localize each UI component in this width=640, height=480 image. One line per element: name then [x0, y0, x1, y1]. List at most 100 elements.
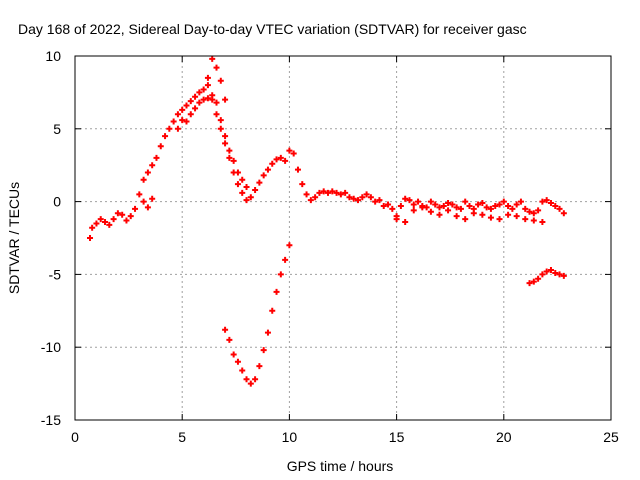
data-point: [222, 96, 229, 103]
y-tick-label: 10: [45, 48, 61, 64]
data-point: [355, 197, 362, 204]
x-tick-label: 20: [496, 429, 512, 445]
data-point: [269, 307, 276, 314]
data-point: [200, 96, 207, 103]
data-point: [119, 211, 126, 218]
data-point: [277, 271, 284, 278]
data-point: [286, 242, 293, 249]
data-point: [427, 208, 434, 215]
series-arc-late: [526, 267, 567, 287]
data-point: [505, 202, 512, 209]
data-point: [470, 210, 477, 217]
data-point: [213, 111, 220, 118]
data-point: [87, 235, 94, 241]
data-point: [209, 96, 216, 103]
data-point: [346, 194, 353, 201]
data-point: [149, 162, 156, 169]
x-tick-label: 25: [603, 429, 619, 445]
y-axis-label: SDTVAR / TECUs: [6, 182, 22, 294]
data-point: [243, 184, 250, 191]
data-point: [174, 125, 181, 132]
data-point: [432, 201, 439, 208]
data-point: [406, 197, 413, 204]
data-point: [234, 181, 241, 188]
data-point: [479, 200, 486, 207]
data-point: [110, 216, 117, 223]
data-point: [192, 93, 199, 100]
data-point: [252, 186, 259, 193]
data-point: [487, 205, 494, 212]
data-point: [204, 82, 211, 89]
data-point: [513, 213, 520, 220]
data-point: [324, 189, 331, 196]
y-tick-label: -10: [41, 339, 61, 355]
data-point: [213, 64, 220, 71]
data-point: [427, 198, 434, 205]
data-point: [170, 118, 177, 125]
data-point: [363, 191, 370, 198]
data-point: [106, 221, 113, 228]
data-point: [282, 256, 289, 263]
data-point: [462, 198, 469, 205]
data-point: [204, 74, 211, 81]
data-point: [179, 117, 186, 124]
data-point: [213, 99, 220, 106]
data-point: [230, 157, 237, 164]
data-point: [260, 172, 267, 179]
data-point: [282, 157, 289, 164]
data-point: [127, 213, 134, 220]
data-point: [475, 201, 482, 208]
data-point: [307, 197, 314, 204]
data-point: [337, 191, 344, 198]
data-point: [402, 218, 409, 225]
data-point: [552, 202, 559, 209]
data-point: [372, 198, 379, 205]
data-point: [483, 204, 490, 211]
data-point: [93, 220, 100, 227]
data-point: [556, 205, 563, 212]
data-point: [234, 169, 241, 176]
data-point: [290, 150, 297, 157]
data-marks: [87, 55, 567, 387]
data-point: [230, 351, 237, 358]
data-point: [196, 99, 203, 106]
data-point: [222, 140, 229, 147]
data-point: [234, 358, 241, 365]
data-point: [526, 208, 533, 215]
data-point: [415, 198, 422, 205]
data-point: [222, 133, 229, 140]
data-point: [517, 198, 524, 205]
data-point: [376, 197, 383, 204]
data-point: [114, 210, 121, 217]
data-point: [286, 147, 293, 154]
data-point: [217, 117, 224, 124]
data-point: [522, 205, 529, 212]
data-point: [239, 176, 246, 183]
data-point: [260, 347, 267, 354]
data-point: [539, 271, 546, 278]
data-point: [320, 188, 327, 195]
data-point: [333, 189, 340, 196]
x-tick-label: 10: [282, 429, 298, 445]
data-point: [556, 271, 563, 278]
series-arc-trough: [222, 242, 293, 387]
data-point: [239, 189, 246, 196]
plot-frame: [74, 55, 612, 421]
y-tick-label: -15: [41, 412, 61, 428]
data-point: [457, 205, 464, 212]
data-point: [226, 336, 233, 343]
data-point: [436, 204, 443, 211]
data-point: [153, 154, 160, 161]
data-point: [294, 166, 301, 173]
data-point: [239, 367, 246, 374]
data-point: [419, 204, 426, 211]
data-point: [530, 217, 537, 224]
data-point: [102, 218, 109, 225]
data-point: [187, 98, 194, 105]
data-point: [217, 77, 224, 84]
data-point: [445, 200, 452, 207]
data-point: [449, 201, 456, 208]
data-point: [552, 269, 559, 276]
data-point: [166, 125, 173, 132]
